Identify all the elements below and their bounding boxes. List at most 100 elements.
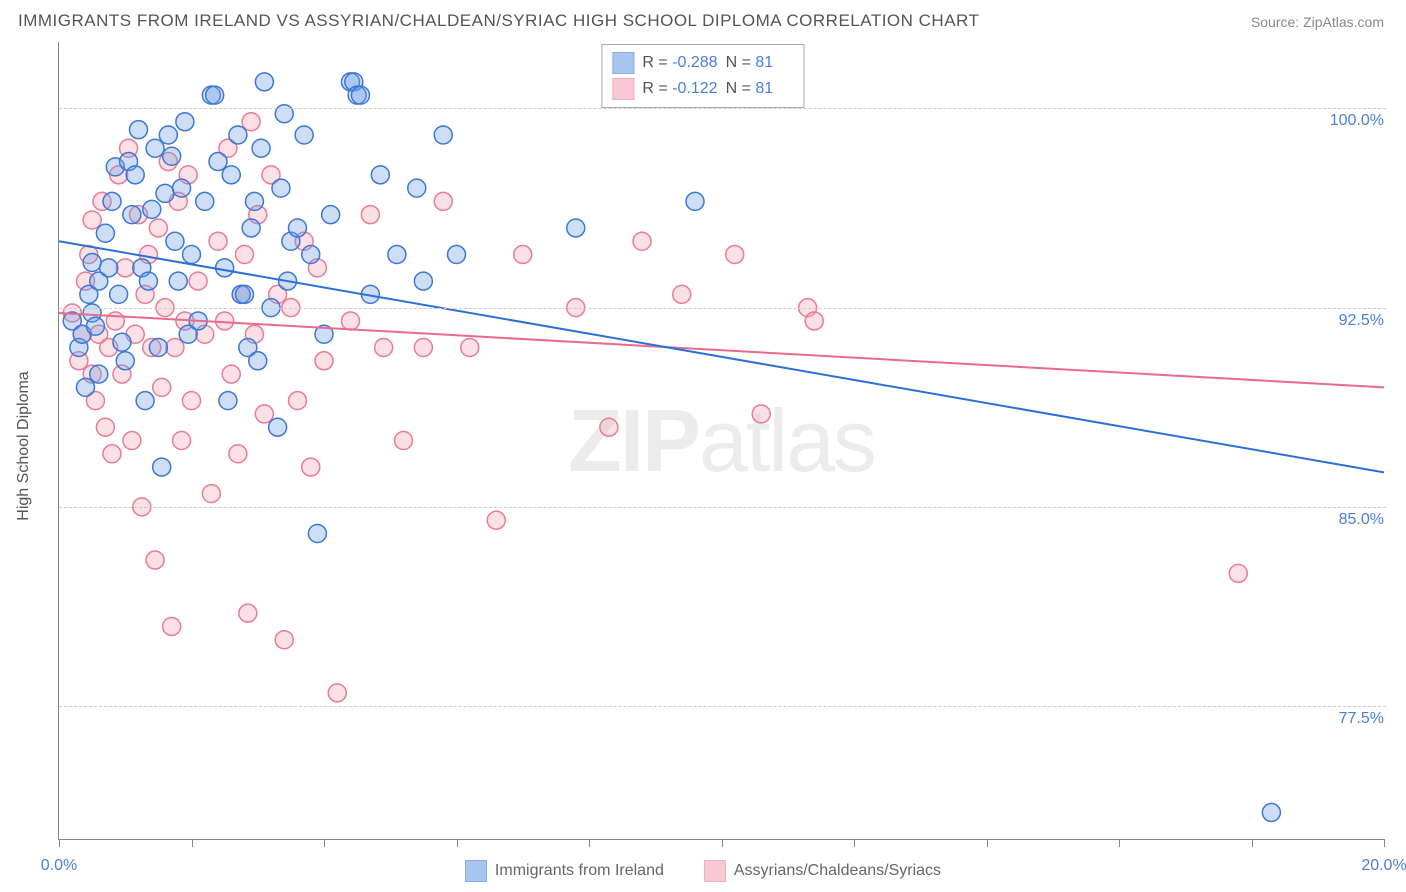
- scatter-point: [434, 126, 452, 144]
- scatter-point: [487, 511, 505, 529]
- scatter-point: [106, 312, 124, 330]
- scatter-point: [100, 259, 118, 277]
- scatter-point: [726, 246, 744, 264]
- scatter-point: [146, 139, 164, 157]
- scatter-point: [229, 445, 247, 463]
- scatter-point: [567, 219, 585, 237]
- scatter-point: [289, 219, 307, 237]
- scatter-point: [86, 317, 104, 335]
- stat-n-value: 81: [755, 54, 773, 71]
- stat-r-label: R =: [642, 54, 667, 71]
- scatter-point: [242, 113, 260, 131]
- stat-row: R = -0.288 N = 81: [612, 50, 793, 76]
- scatter-point: [302, 458, 320, 476]
- x-tick: [59, 839, 60, 847]
- x-tick: [324, 839, 325, 847]
- scatter-point: [116, 259, 134, 277]
- scatter-point: [206, 86, 224, 104]
- scatter-point: [149, 339, 167, 357]
- x-tick: [457, 839, 458, 847]
- scatter-point: [96, 418, 114, 436]
- scatter-point: [600, 418, 618, 436]
- scatter-point: [153, 458, 171, 476]
- scatter-point: [163, 147, 181, 165]
- scatter-point: [156, 184, 174, 202]
- scatter-point: [315, 352, 333, 370]
- x-tick: [1252, 839, 1253, 847]
- scatter-point: [408, 179, 426, 197]
- scatter-point: [219, 392, 237, 410]
- stat-n-value: 81: [755, 80, 773, 97]
- chart-title: IMMIGRANTS FROM IRELAND VS ASSYRIAN/CHAL…: [18, 11, 979, 31]
- legend: Immigrants from Ireland Assyrians/Chaldea…: [0, 860, 1406, 882]
- y-tick-label: 100.0%: [1328, 112, 1386, 130]
- trend-line: [59, 313, 1384, 387]
- legend-item: Immigrants from Ireland: [465, 860, 664, 882]
- scatter-point: [153, 378, 171, 396]
- scatter-point: [255, 405, 273, 423]
- scatter-point: [275, 631, 293, 649]
- scatter-point: [149, 219, 167, 237]
- scatter-point: [242, 219, 260, 237]
- scatter-point: [351, 86, 369, 104]
- scatter-point: [116, 352, 134, 370]
- scatter-point: [245, 192, 263, 210]
- x-tick: [1119, 839, 1120, 847]
- scatter-point: [139, 272, 157, 290]
- scatter-point: [173, 432, 191, 450]
- stat-swatch: [612, 78, 634, 100]
- scatter-point: [255, 73, 273, 91]
- scatter-point: [673, 285, 691, 303]
- x-tick: [722, 839, 723, 847]
- x-tick: [854, 839, 855, 847]
- legend-item: Assyrians/Chaldeans/Syriacs: [704, 860, 941, 882]
- stat-n-label: N =: [726, 54, 751, 71]
- chart-plot-area: ZIPatlas 77.5%85.0%92.5%100.0%0.0%20.0%: [58, 42, 1384, 840]
- scatter-point: [342, 312, 360, 330]
- scatter-point: [136, 392, 154, 410]
- scatter-point: [322, 206, 340, 224]
- scatter-point: [328, 684, 346, 702]
- scatter-point: [371, 166, 389, 184]
- scatter-point: [209, 232, 227, 250]
- scatter-point: [166, 339, 184, 357]
- stat-swatch: [612, 52, 634, 74]
- scatter-point: [448, 246, 466, 264]
- scatter-point: [183, 392, 201, 410]
- scatter-point: [126, 166, 144, 184]
- stat-r-value: -0.122: [672, 80, 717, 97]
- scatter-point: [249, 352, 267, 370]
- chart-svg: [59, 42, 1384, 839]
- scatter-point: [90, 365, 108, 383]
- scatter-point: [633, 232, 651, 250]
- scatter-point: [222, 365, 240, 383]
- scatter-point: [308, 524, 326, 542]
- scatter-point: [514, 246, 532, 264]
- y-tick-label: 77.5%: [1337, 710, 1386, 728]
- scatter-point: [1262, 803, 1280, 821]
- scatter-point: [83, 254, 101, 272]
- scatter-point: [110, 285, 128, 303]
- scatter-point: [123, 206, 141, 224]
- scatter-point: [272, 179, 290, 197]
- scatter-point: [163, 617, 181, 635]
- scatter-point: [202, 485, 220, 503]
- scatter-point: [83, 211, 101, 229]
- gridline: [59, 308, 1386, 309]
- scatter-point: [302, 246, 320, 264]
- scatter-point: [123, 432, 141, 450]
- gridline: [59, 706, 1386, 707]
- scatter-point: [686, 192, 704, 210]
- legend-swatch: [704, 860, 726, 882]
- scatter-point: [196, 192, 214, 210]
- scatter-point: [103, 192, 121, 210]
- scatter-point: [295, 126, 313, 144]
- scatter-point: [77, 378, 95, 396]
- scatter-point: [166, 232, 184, 250]
- scatter-point: [289, 392, 307, 410]
- legend-swatch: [465, 860, 487, 882]
- scatter-point: [173, 179, 191, 197]
- y-tick-label: 85.0%: [1337, 511, 1386, 529]
- scatter-point: [752, 405, 770, 423]
- stat-r-value: -0.288: [672, 54, 717, 71]
